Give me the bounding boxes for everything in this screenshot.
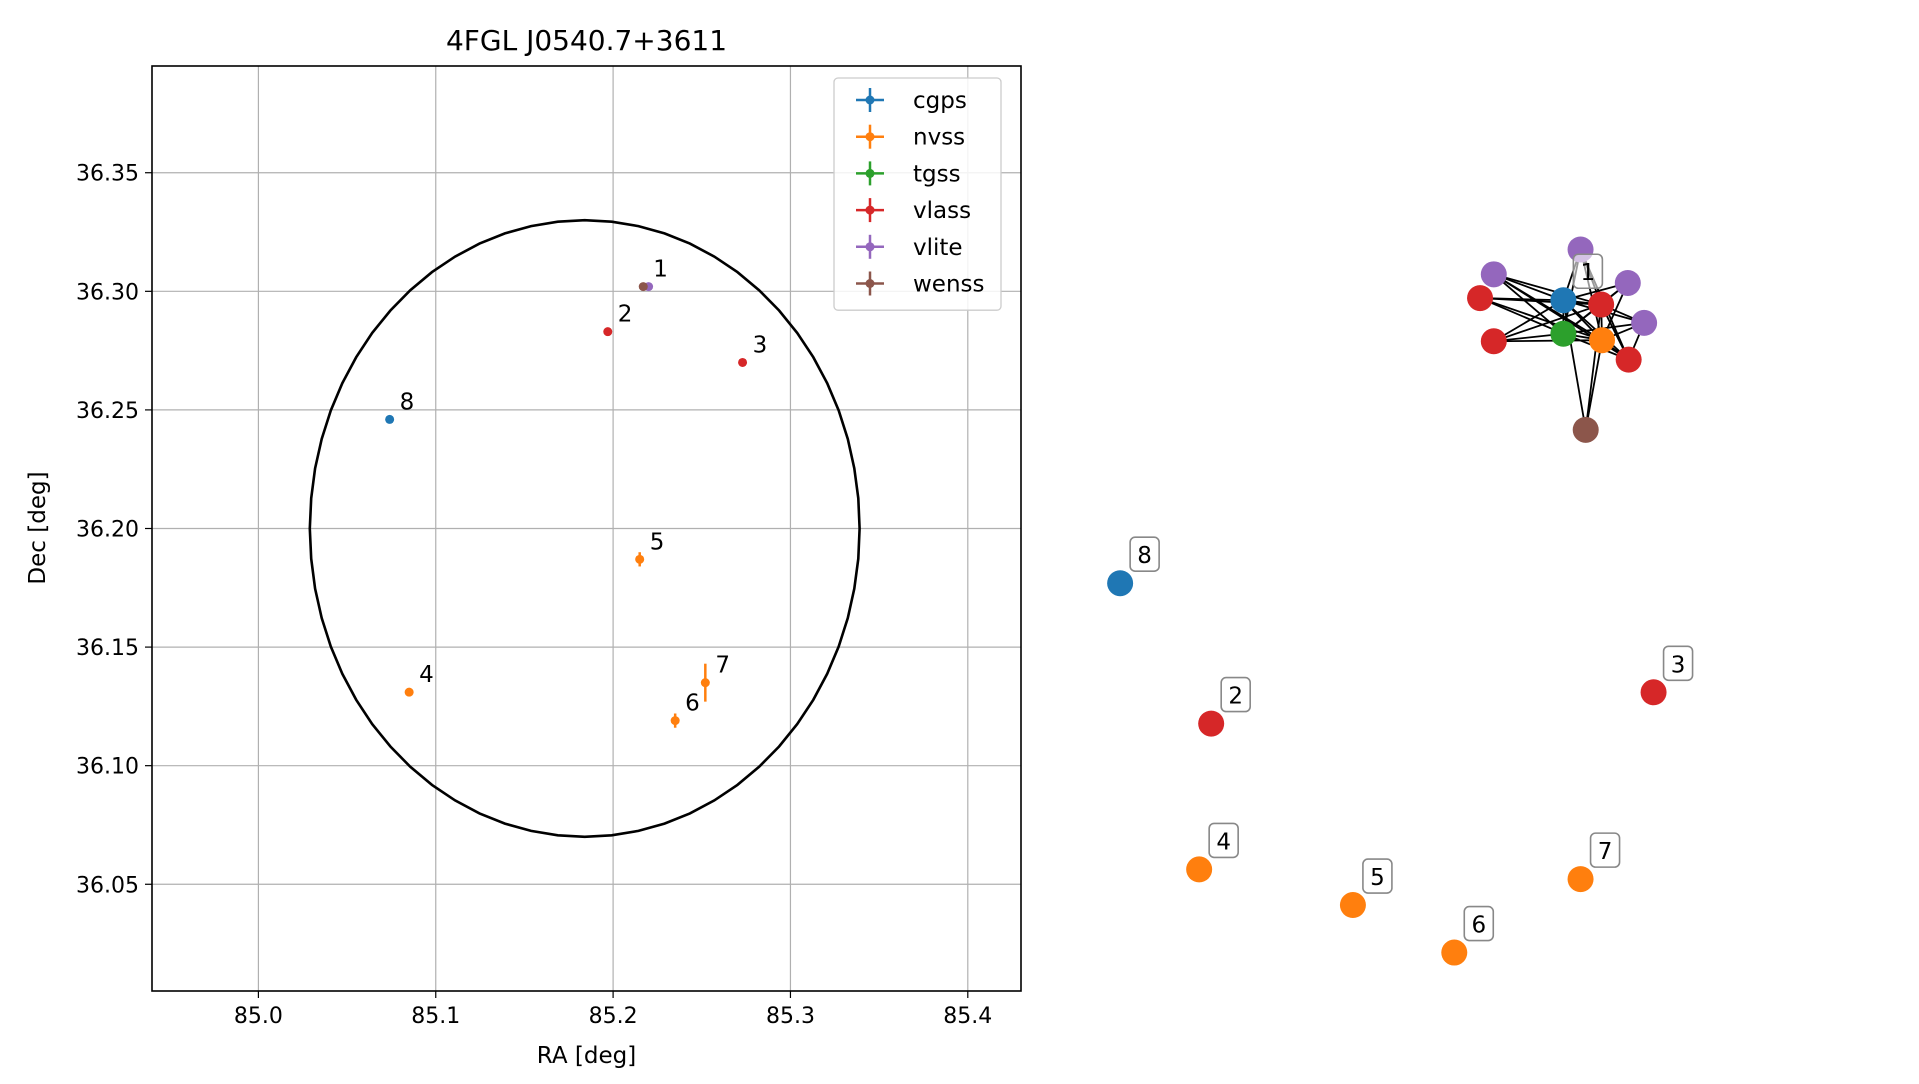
node-label: 4	[1216, 829, 1231, 855]
y-tick-label: 36.10	[76, 755, 139, 780]
graph-edge	[1493, 273, 1564, 335]
legend-marker-nvss	[865, 132, 875, 142]
legend-marker-tgss	[865, 168, 875, 178]
graph-node	[1198, 710, 1225, 737]
graph-node	[1107, 570, 1134, 597]
y-tick-label: 36.30	[76, 280, 139, 305]
x-axis-label: RA [deg]	[537, 1043, 636, 1069]
graph-node	[1186, 856, 1213, 883]
node-label-box	[1208, 822, 1239, 859]
node-label: 7	[1598, 839, 1613, 865]
graph-node	[1615, 346, 1642, 373]
node-label: 5	[1370, 865, 1385, 891]
node-label: 2	[1228, 684, 1243, 710]
point-label: 7	[715, 653, 730, 679]
graph-edge	[1493, 299, 1564, 343]
y-tick-label: 36.05	[76, 873, 139, 898]
point-vlass	[603, 327, 613, 337]
x-tick-label: 85.4	[943, 1004, 992, 1029]
point-label: 5	[650, 529, 665, 555]
legend-marker-vlite	[865, 242, 875, 252]
node-label: 8	[1137, 543, 1152, 569]
graph-edge	[1479, 297, 1564, 335]
graph-node	[1441, 939, 1468, 966]
graph-nodes	[1107, 236, 1667, 966]
chart-title: 4FGL J0540.7+3611	[446, 24, 727, 57]
graph-node	[1550, 320, 1577, 347]
graph-node	[1572, 416, 1599, 443]
x-tick-label: 85.3	[766, 1004, 815, 1029]
graph-node	[1567, 866, 1594, 893]
point-label: 2	[618, 302, 633, 328]
legend-label-wenss: wenss	[913, 272, 985, 298]
graph-edge	[1479, 297, 1603, 342]
node-label-box	[1572, 253, 1604, 290]
graph-edge	[1493, 339, 1603, 343]
point-wenss	[638, 282, 648, 292]
node-label-box	[1129, 536, 1160, 573]
graph-node	[1589, 327, 1616, 354]
node-label-box	[1662, 645, 1694, 682]
legend-marker-cgps	[865, 95, 875, 105]
graph-node	[1614, 269, 1641, 296]
point-label: 4	[419, 662, 434, 688]
legend-label-cgps: cgps	[913, 88, 967, 114]
point-nvss	[404, 687, 414, 697]
node-label: 3	[1671, 652, 1686, 678]
graph-node	[1588, 291, 1615, 318]
legend-marker-vlass	[865, 205, 875, 215]
data-points	[385, 282, 748, 728]
legend-label-tgss: tgss	[913, 161, 961, 187]
node-label: 1	[1581, 260, 1596, 286]
graph-node	[1467, 285, 1494, 312]
point-label: 8	[400, 389, 415, 415]
legend-marker-wenss	[865, 279, 875, 288]
graph-node-labels: 1 8 2 3 4 5 6 7	[1129, 253, 1694, 942]
graph-edge	[1493, 303, 1602, 343]
x-tick-label: 85.0	[234, 1004, 283, 1029]
node-label-box	[1463, 905, 1495, 942]
point-cgps	[385, 414, 395, 424]
y-axis-label: Dec [deg]	[25, 471, 51, 584]
point-label: 3	[753, 332, 768, 358]
point-labels: 12 3 4 5 67 8	[400, 257, 768, 717]
node-label-box	[1220, 676, 1251, 713]
legend-label-vlite: vlite	[913, 235, 963, 261]
y-tick-label: 36.35	[76, 162, 139, 187]
graph-node	[1480, 261, 1507, 288]
point-label: 6	[685, 691, 700, 717]
graph-edge	[1584, 304, 1603, 430]
network-graph: 1 8 2 3 4 5 6 7	[1107, 236, 1694, 966]
point-label: 1	[653, 257, 668, 283]
error-ellipse	[308, 218, 861, 839]
legend-label-nvss: nvss	[913, 125, 965, 151]
node-label-box	[1362, 858, 1393, 894]
x-tick-label: 85.2	[589, 1004, 638, 1029]
graph-edge	[1480, 297, 1602, 306]
graph-node	[1339, 892, 1366, 919]
graph-node	[1550, 287, 1577, 314]
graph-node	[1631, 309, 1658, 336]
point-nvss	[670, 716, 680, 726]
y-tick-label: 36.15	[76, 636, 139, 661]
legend: cgps nvss tgss vlass vlite wenss	[833, 77, 1002, 311]
point-vlass	[738, 357, 748, 367]
y-tick-label: 36.25	[76, 399, 139, 424]
legend-label-vlass: vlass	[913, 198, 971, 224]
axis-ticks: 85.0 85.1 85.2 85.3 85.4 36.05 36.10 36.15 36.20…	[76, 162, 992, 1029]
graph-node	[1480, 328, 1507, 355]
error-ellipse-layer	[308, 218, 861, 839]
scatter-chart: 12 3 4 5 67 8 85.0 85.1 85.2 85.3 85.4 36.05 36.10 3…	[25, 24, 1022, 1069]
graph-edge	[1493, 273, 1602, 306]
graph-node	[1640, 679, 1667, 706]
point-nvss	[635, 554, 645, 564]
y-tick-label: 36.20	[76, 518, 139, 543]
x-tick-label: 85.1	[411, 1004, 460, 1029]
point-nvss	[700, 678, 710, 688]
node-label-box	[1589, 832, 1621, 868]
node-label: 6	[1471, 913, 1486, 939]
